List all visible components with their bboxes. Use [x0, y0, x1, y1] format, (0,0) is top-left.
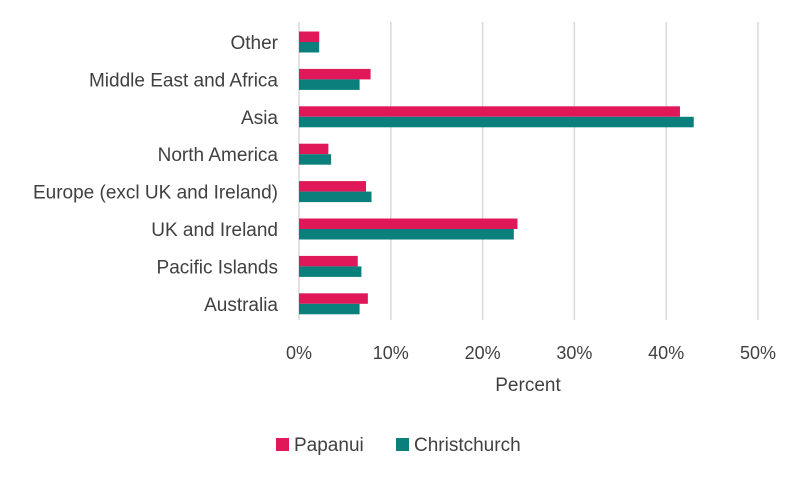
- x-tick-labels: 0% 10% 20% 30% 40% 50%: [286, 343, 776, 363]
- category-label-other: Other: [230, 33, 278, 54]
- bar-christchurch-pacific-islands: [299, 266, 362, 277]
- bar-papanui-other: [299, 31, 320, 42]
- legend: Papanui Christchurch: [276, 435, 521, 456]
- category-label-australia: Australia: [204, 295, 278, 316]
- category-labels: Other Middle East and Africa Asia North Ame…: [33, 33, 279, 316]
- bars: [299, 31, 694, 315]
- bar-papanui-asia: [299, 106, 680, 117]
- legend-label-papanui: Papanui: [294, 435, 364, 456]
- category-label-north-america: North America: [158, 145, 279, 166]
- x-tick-label-30: 30%: [556, 343, 592, 363]
- x-axis-title: Percent: [495, 375, 561, 396]
- bar-christchurch-other: [299, 42, 320, 53]
- bar-christchurch-north-america: [299, 154, 332, 165]
- x-tick-label-0: 0%: [286, 343, 312, 363]
- x-tick-label-20: 20%: [465, 343, 501, 363]
- bar-christchurch-uk-and-ireland: [299, 229, 514, 240]
- bar-christchurch-middle-east-and-africa: [299, 79, 360, 90]
- legend-label-christchurch: Christchurch: [414, 435, 521, 456]
- bar-papanui-uk-and-ireland: [299, 218, 518, 229]
- bar-papanui-middle-east-and-africa: [299, 68, 371, 80]
- bar-christchurch-australia: [299, 303, 360, 315]
- legend-swatch-christchurch: [396, 438, 409, 451]
- x-tick-label-50: 50%: [740, 343, 776, 363]
- category-label-pacific-islands: Pacific Islands: [157, 257, 278, 278]
- category-label-europe-excl-uk-and-ireland: Europe (excl UK and Ireland): [33, 183, 278, 204]
- category-label-middle-east-and-africa: Middle East and Africa: [89, 70, 278, 91]
- bar-papanui-north-america: [299, 143, 329, 155]
- category-label-uk-and-ireland: UK and Ireland: [151, 220, 278, 241]
- x-tick-label-10: 10%: [373, 343, 409, 363]
- category-label-asia: Asia: [241, 108, 278, 129]
- bar-christchurch-asia: [299, 116, 694, 128]
- bar-christchurch-europe-excl-uk-and-ireland: [299, 191, 372, 203]
- bar-papanui-pacific-islands: [299, 255, 358, 267]
- gridlines: [390, 22, 759, 320]
- legend-swatch-papanui: [276, 438, 289, 451]
- bar-papanui-australia: [299, 293, 368, 304]
- x-tick-label-40: 40%: [648, 343, 684, 363]
- bar-papanui-europe-excl-uk-and-ireland: [299, 181, 367, 192]
